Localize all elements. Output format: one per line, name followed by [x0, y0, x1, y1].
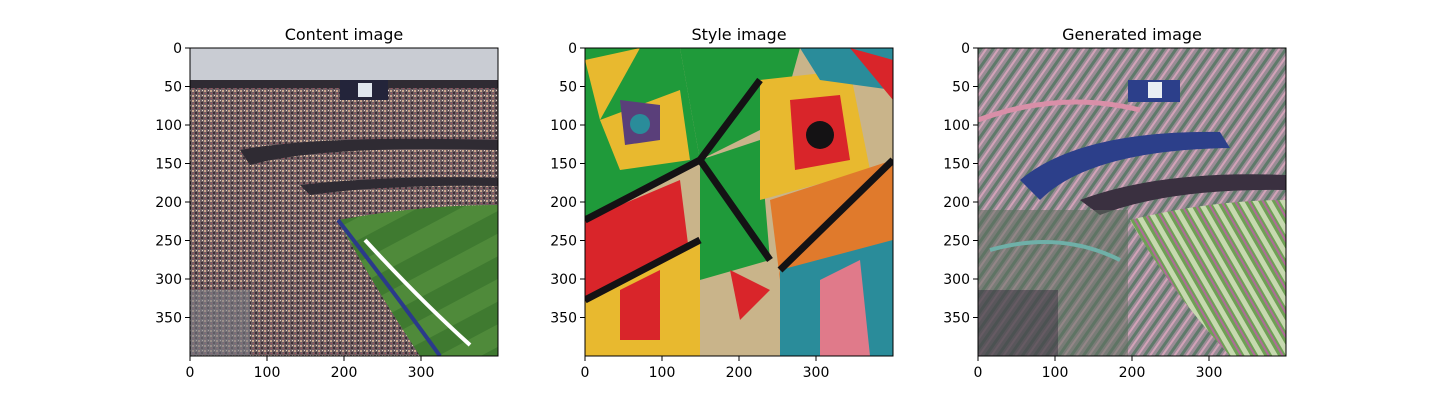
x-tick-label: 300 — [803, 365, 830, 381]
y-tick-label: 200 — [155, 195, 182, 211]
x-tick-label: 0 — [974, 365, 983, 381]
panel-generated: Generated image — [977, 25, 1287, 357]
y-tick-label: 150 — [943, 157, 970, 173]
y-tick-label: 200 — [943, 195, 970, 211]
y-tick-label: 0 — [961, 41, 970, 57]
x-tick-label: 200 — [331, 365, 358, 381]
panel-title: Style image — [691, 25, 786, 44]
panel-style: Style image — [584, 25, 894, 357]
content-image — [190, 48, 498, 356]
style-image — [585, 48, 893, 356]
y-tick-label: 300 — [943, 272, 970, 288]
y-tick-label: 0 — [173, 41, 182, 57]
x-tick-label: 300 — [1196, 365, 1223, 381]
x-tick-label: 0 — [581, 365, 590, 381]
generated-image — [978, 48, 1286, 356]
y-tick-label: 50 — [559, 80, 577, 96]
x-tick-label: 300 — [408, 365, 435, 381]
x-tick-label: 0 — [186, 365, 195, 381]
y-tick-label: 0 — [568, 41, 577, 57]
panel-title: Content image — [285, 25, 404, 44]
y-tick-label: 250 — [550, 234, 577, 250]
y-tick-label: 250 — [155, 234, 182, 250]
x-tick-label: 100 — [254, 365, 281, 381]
y-tick-label: 200 — [550, 195, 577, 211]
y-tick-label: 300 — [550, 272, 577, 288]
y-tick-label: 250 — [943, 234, 970, 250]
y-tick-label: 100 — [155, 118, 182, 134]
panel-title: Generated image — [1062, 25, 1202, 44]
y-tick-label: 350 — [550, 311, 577, 327]
x-tick-label: 100 — [649, 365, 676, 381]
y-tick-label: 150 — [550, 157, 577, 173]
y-tick-label: 50 — [952, 80, 970, 96]
x-tick-label: 200 — [726, 365, 753, 381]
y-tick-label: 350 — [155, 311, 182, 327]
y-tick-label: 100 — [943, 118, 970, 134]
y-tick-label: 350 — [943, 311, 970, 327]
x-tick-label: 100 — [1042, 365, 1069, 381]
y-tick-label: 50 — [164, 80, 182, 96]
y-tick-label: 150 — [155, 157, 182, 173]
y-tick-label: 300 — [155, 272, 182, 288]
tick-layer: 0 100 200 300 0 50 100 150 200 250 300 350 0 100 200 30… — [155, 41, 1222, 381]
x-tick-label: 200 — [1119, 365, 1146, 381]
y-tick-label: 100 — [550, 118, 577, 134]
panel-content: Content image — [189, 25, 499, 357]
